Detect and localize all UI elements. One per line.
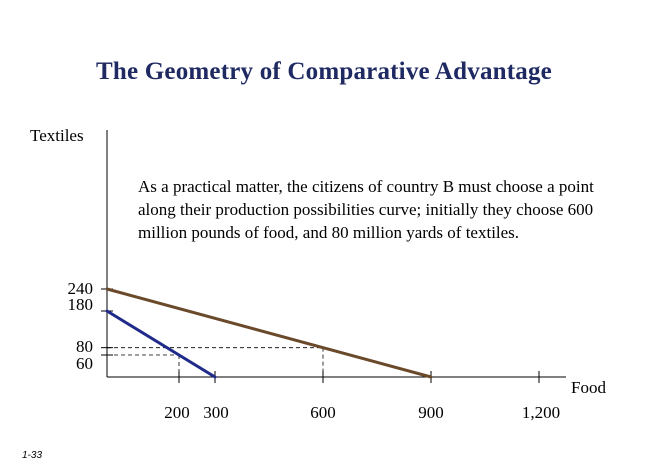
y-tick-label: 180 [68,295,94,314]
chart-title: The Geometry of Comparative Advantage [96,58,552,85]
annotation-text: As a practical matter, the citizens of c… [138,177,594,242]
series-lines [105,287,433,379]
x-tick-label: 600 [310,403,336,422]
axes [106,130,566,378]
x-axis-label: Food [571,378,606,397]
slide-number: 1-33 [22,450,43,461]
y-tick-label: 60 [76,354,93,373]
ppf-line-2 [105,309,217,379]
x-tick-label: 300 [203,403,229,422]
x-tick-label: 900 [418,403,444,422]
y-axis-label: Textiles [30,126,84,145]
x-ticks: 200 300 600 900 1,200 [164,371,560,422]
x-tick-label: 200 [164,403,190,422]
y-tick-label: 240 [68,279,94,298]
x-tick-label: 1,200 [522,403,560,422]
ppf-line-1 [105,287,433,379]
y-tick-label: 80 [76,337,93,356]
